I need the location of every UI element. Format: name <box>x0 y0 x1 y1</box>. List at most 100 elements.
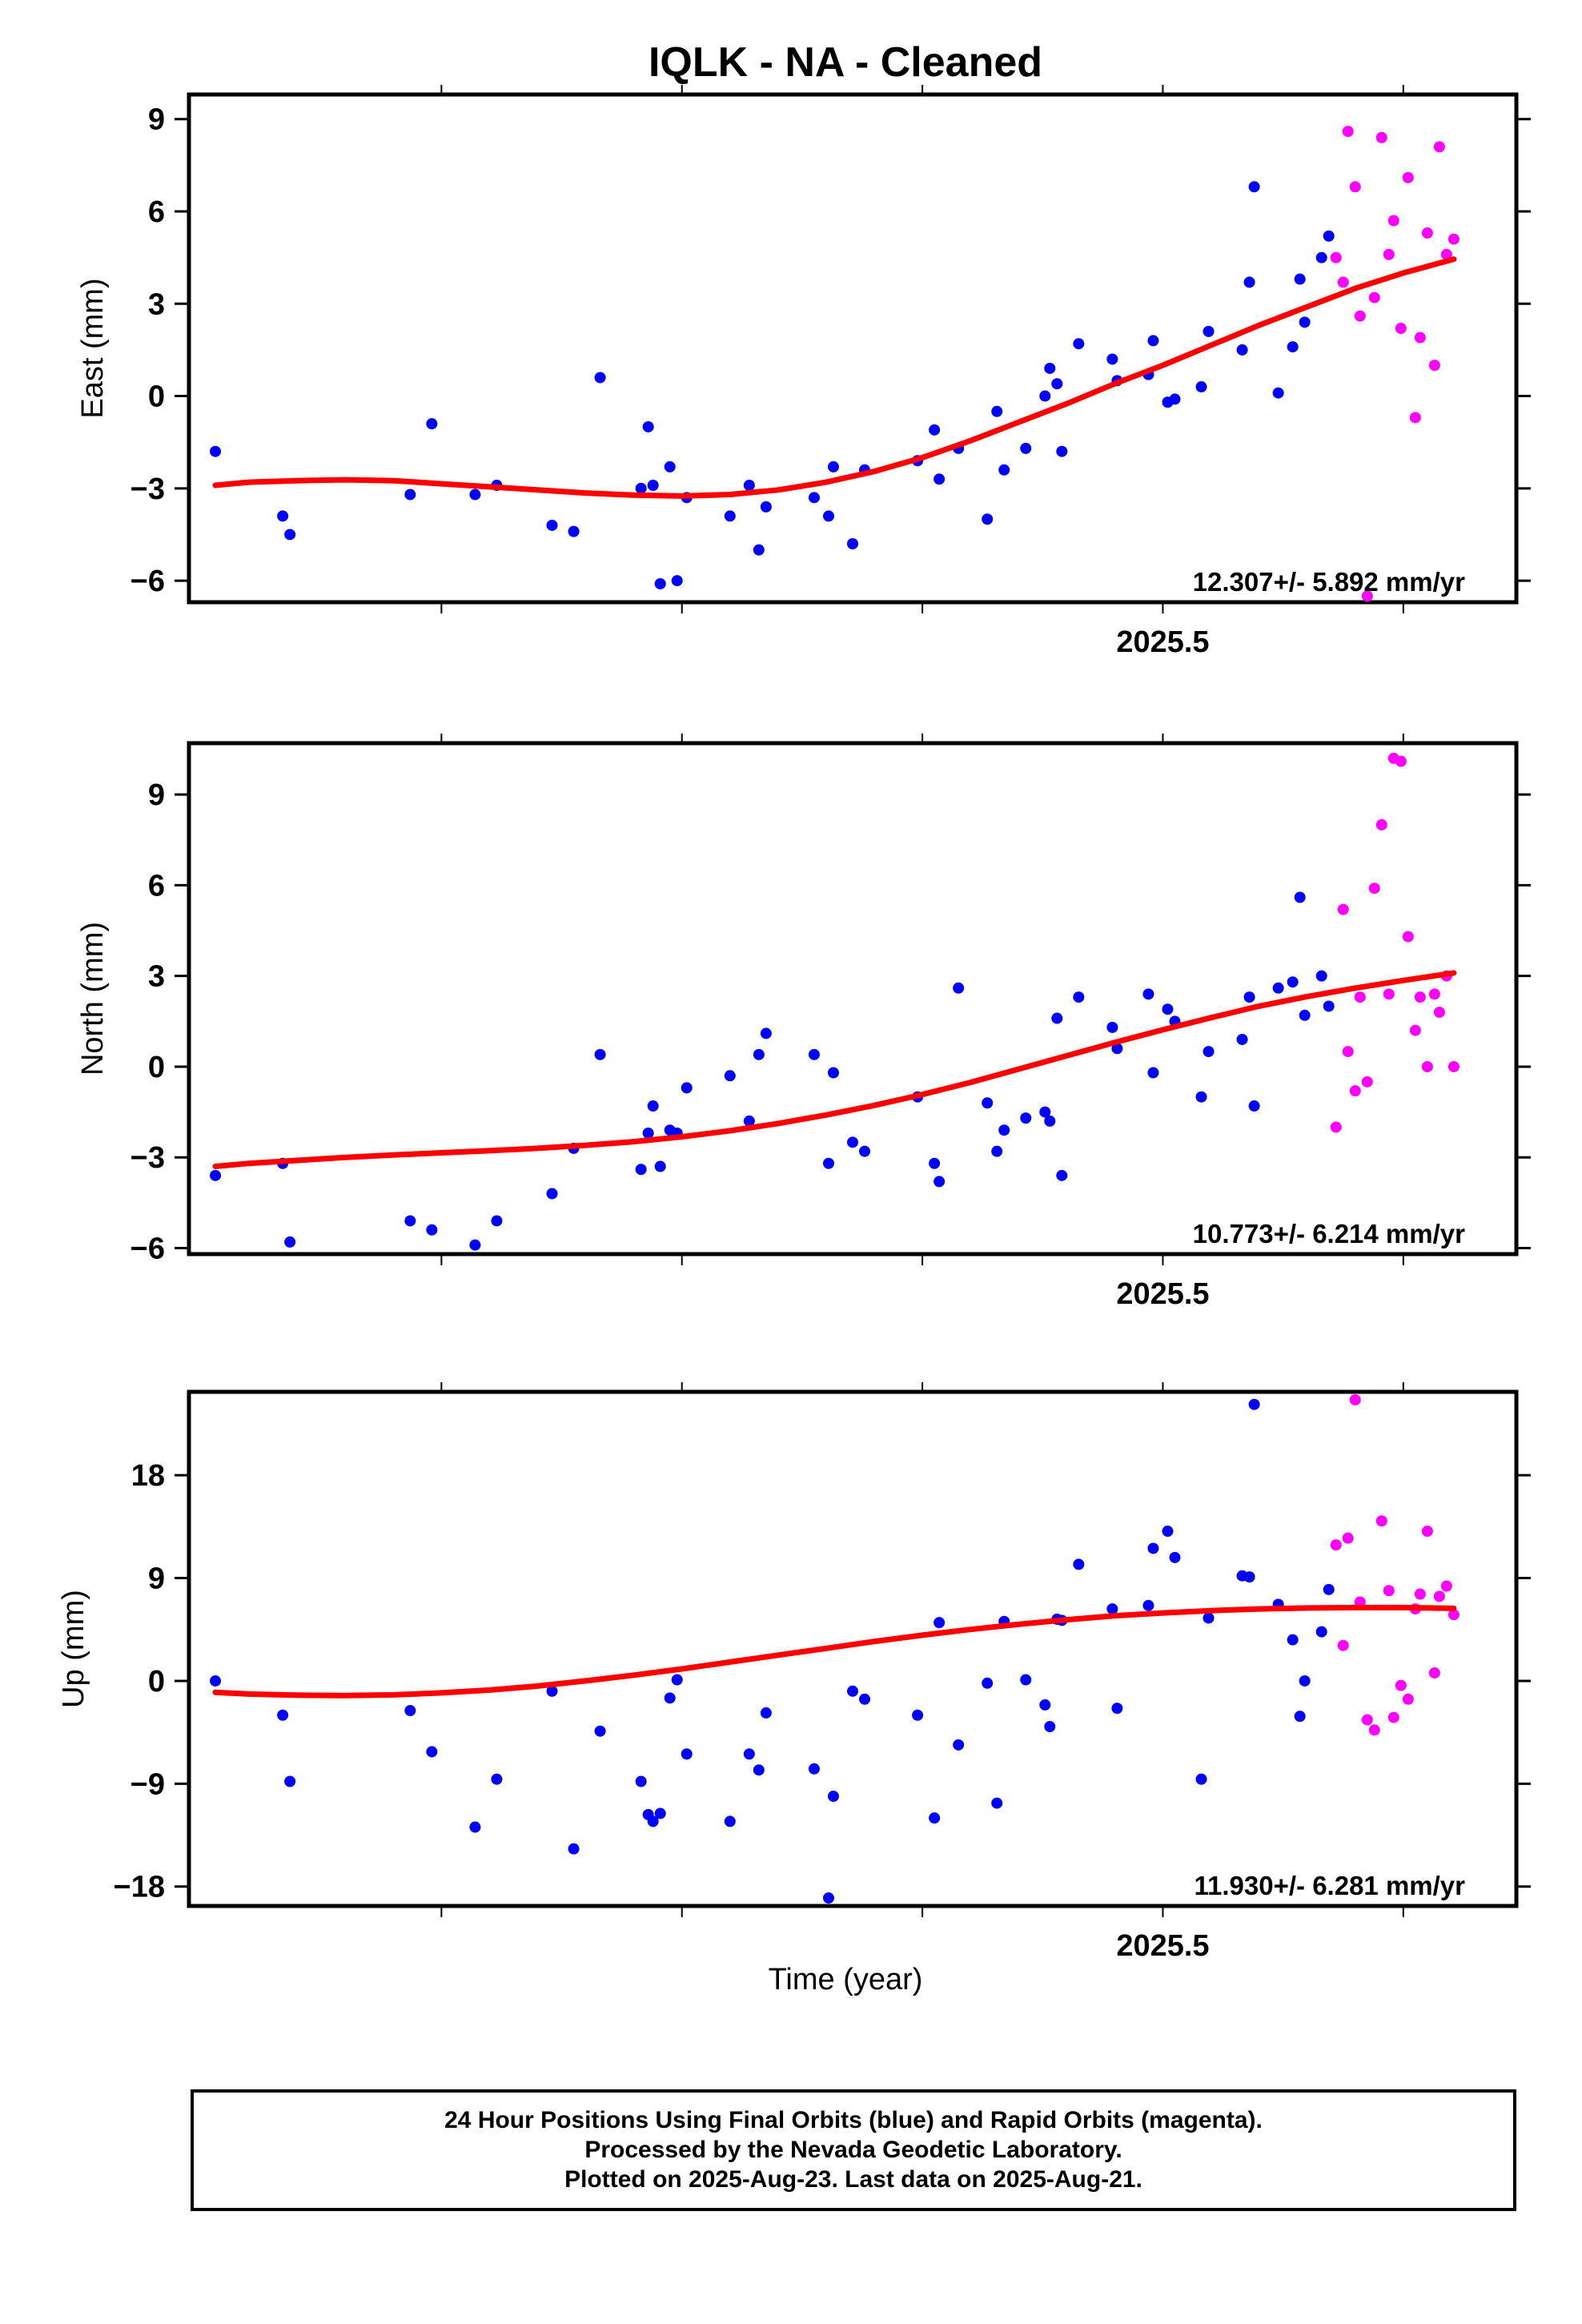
fit-line <box>212 256 1457 499</box>
rate-annotation: 12.307+/- 5.892 mm/yr <box>1193 567 1465 597</box>
point-final <box>827 1791 839 1803</box>
point-final <box>1315 970 1327 982</box>
plot-frame <box>187 1389 1519 1908</box>
point-final <box>1299 1675 1311 1687</box>
point-rapid <box>1349 1393 1361 1405</box>
point-final <box>654 1160 666 1172</box>
point-final <box>1323 230 1335 242</box>
point-final <box>568 525 580 537</box>
point-final <box>1323 1583 1335 1595</box>
point-final <box>1287 341 1299 353</box>
point-final <box>1299 316 1311 328</box>
y-tick-label: 0 <box>148 1051 165 1084</box>
point-final <box>1039 390 1051 402</box>
x-axis-label: Time (year) <box>769 1963 923 1996</box>
point-final <box>426 418 438 430</box>
point-rapid <box>1387 1711 1399 1723</box>
point-final <box>210 1169 222 1181</box>
y-tick-label: 6 <box>148 195 165 229</box>
point-final <box>1051 1012 1063 1024</box>
series-final-orbits <box>210 891 1335 1251</box>
point-final <box>1073 338 1085 350</box>
point-final <box>808 1763 820 1775</box>
point-final <box>210 445 222 457</box>
point-final <box>1287 1634 1299 1646</box>
point-final <box>1294 1711 1306 1723</box>
point-final <box>1315 251 1327 263</box>
y-tick-label: 9 <box>148 1562 165 1596</box>
point-rapid <box>1354 991 1366 1003</box>
point-rapid <box>1395 755 1407 767</box>
point-final <box>753 1764 765 1776</box>
point-final <box>847 537 858 549</box>
point-final <box>1294 891 1306 903</box>
point-rapid <box>1402 1693 1414 1705</box>
series-rapid-orbits <box>1330 752 1460 1133</box>
point-rapid <box>1447 1609 1460 1621</box>
point-final <box>1248 1398 1260 1410</box>
point-final <box>1195 381 1207 393</box>
fit-line <box>212 1604 1457 1699</box>
point-final <box>1203 325 1215 337</box>
point-rapid <box>1349 1085 1361 1097</box>
point-final <box>671 575 683 587</box>
point-final <box>1243 276 1255 288</box>
point-rapid <box>1375 818 1387 830</box>
point-final <box>635 482 647 494</box>
point-rapid <box>1368 292 1380 304</box>
point-final <box>1294 273 1306 285</box>
point-final <box>760 1027 772 1039</box>
point-final <box>760 1707 772 1719</box>
point-final <box>426 1224 438 1236</box>
data-layer <box>210 752 1460 1251</box>
point-rapid <box>1342 1532 1354 1544</box>
series-rapid-orbits <box>1330 126 1460 602</box>
y-tick-label: 9 <box>148 103 165 137</box>
point-final <box>934 1176 946 1188</box>
footer-caption-box: 24 Hour Positions Using Final Orbits (bl… <box>191 2089 1516 2211</box>
point-final <box>284 1236 296 1248</box>
point-final <box>491 1773 503 1785</box>
y-tick-label: 0 <box>148 380 165 414</box>
point-final <box>1272 982 1284 994</box>
point-final <box>724 1070 736 1082</box>
point-final <box>1236 344 1248 356</box>
point-final <box>1147 335 1159 347</box>
point-rapid <box>1421 227 1433 239</box>
point-rapid <box>1428 360 1440 372</box>
point-final <box>1243 1571 1255 1583</box>
point-rapid <box>1330 251 1342 263</box>
point-rapid <box>1361 1076 1373 1088</box>
panels-group: −6 −3 0 3 6 9 2025.5 East (mm) 12.307+/- 5.892 m… <box>57 85 1531 1963</box>
point-final <box>808 1048 820 1060</box>
data-layer <box>210 1393 1460 1904</box>
point-final <box>1147 1067 1159 1079</box>
point-final <box>491 1215 503 1227</box>
point-final <box>760 501 772 513</box>
point-final <box>210 1675 222 1687</box>
point-final <box>753 1048 765 1060</box>
point-final <box>1169 1551 1181 1563</box>
rate-annotation: 11.930+/- 6.281 mm/yr <box>1194 1871 1465 1900</box>
data-layer <box>210 126 1460 602</box>
point-final <box>568 1843 580 1855</box>
point-final <box>546 1188 558 1200</box>
point-final <box>1044 1721 1056 1733</box>
panel-1: −6 −3 0 3 6 9 2025.5 East (mm) 12.307+/- 5.892 m… <box>76 85 1531 659</box>
point-rapid <box>1395 323 1407 335</box>
point-final <box>827 460 839 472</box>
point-final <box>647 1100 659 1112</box>
point-final <box>642 1127 654 1139</box>
point-final <box>594 372 606 384</box>
point-final <box>953 1739 965 1751</box>
point-rapid <box>1402 931 1414 943</box>
point-final <box>822 1892 834 1904</box>
point-final <box>635 1164 647 1176</box>
y-tick-label: 6 <box>148 869 165 903</box>
point-final <box>1044 362 1056 374</box>
point-final <box>847 1136 858 1148</box>
point-rapid <box>1447 233 1460 245</box>
point-final <box>743 1115 755 1127</box>
series-final-orbits <box>210 1398 1335 1904</box>
